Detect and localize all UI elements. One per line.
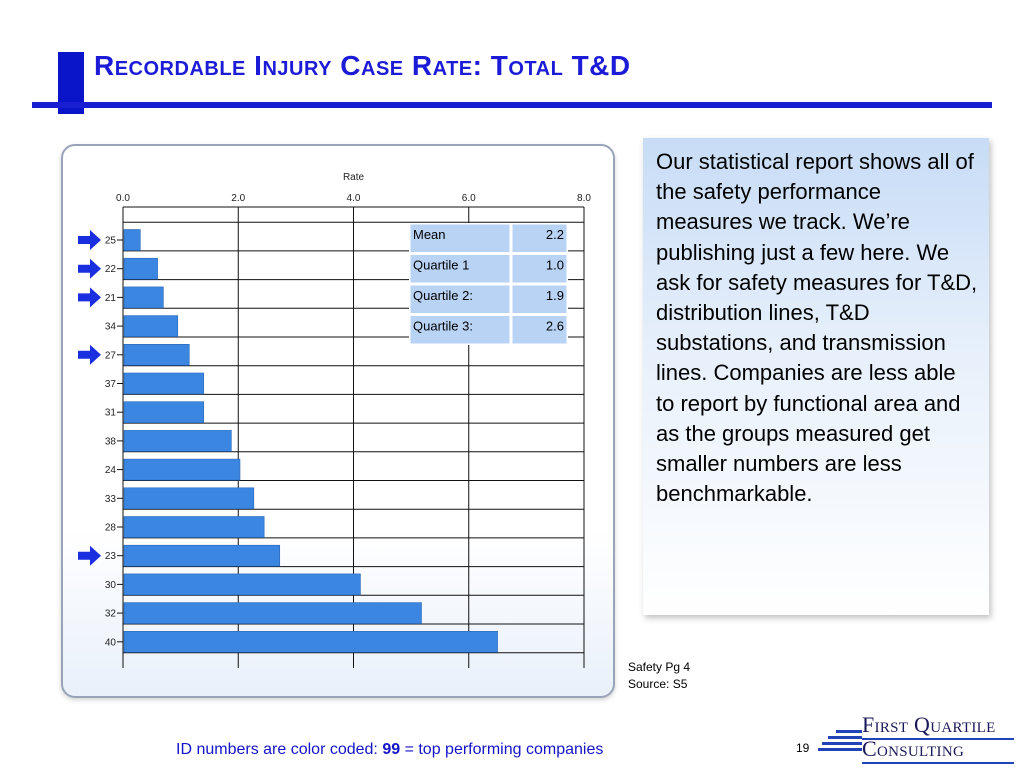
highlight-arrow-icon	[78, 545, 101, 566]
bar-34	[123, 315, 179, 337]
safety-page-note: Safety Pg 4	[628, 660, 691, 674]
footer-legend: ID numbers are color coded: 99 = top per…	[176, 741, 603, 759]
bar-30	[123, 573, 361, 596]
x-tick-label: 8.0	[577, 193, 591, 204]
y-tick-label: 38	[105, 436, 117, 447]
stats-label-cell	[409, 254, 511, 284]
y-tick-label: 27	[105, 350, 117, 361]
x-tick-label: 0.0	[116, 193, 130, 204]
stats-label: Quartile 1	[413, 258, 469, 273]
slide-title: Recordable Injury Case Rate: Total T&D	[94, 50, 631, 81]
highlight-arrow-icon	[78, 287, 101, 308]
stats-value-cell	[511, 315, 568, 345]
y-tick-label: 34	[105, 322, 117, 333]
bar-22	[123, 257, 158, 280]
stats-label: Mean	[413, 227, 446, 242]
footer-prefix: ID numbers are color coded:	[176, 741, 383, 758]
page-number: 19	[796, 741, 810, 755]
bar-24	[123, 458, 241, 481]
y-tick-label: 22	[105, 264, 117, 275]
y-tick-label: 31	[105, 408, 117, 419]
y-tick-label: 21	[105, 293, 117, 304]
y-tick-label: 25	[105, 236, 117, 247]
bar-32	[123, 602, 422, 624]
footer-suffix: = top performing companies	[400, 741, 604, 758]
stats-label-cell	[409, 284, 511, 314]
company-logo: First Quartile Consulting	[818, 712, 1022, 764]
x-tick-label: 4.0	[347, 193, 361, 204]
y-tick-label: 28	[105, 523, 117, 534]
stats-value: 2.6	[546, 319, 564, 334]
title-underline	[32, 102, 992, 108]
description-text: Our statistical report shows all of the …	[656, 149, 978, 507]
bar-23	[123, 544, 281, 567]
highlight-arrow-icon	[78, 258, 101, 279]
stats-label: Quartile 2:	[413, 288, 473, 303]
bar-chart: Rate 0.0 2.0 4.0 6.0 8.0 25 22 21 34 27 37 31 38 24 33 2…	[78, 172, 591, 668]
bar-37	[123, 372, 204, 395]
y-tick-label: 32	[105, 609, 117, 620]
x-tick-label: 2.0	[231, 193, 245, 204]
y-tick-label: 23	[105, 551, 117, 562]
source-note: Source: S5	[628, 677, 688, 691]
y-tick-label: 40	[105, 637, 117, 648]
bar-27	[123, 343, 190, 366]
x-tick-label: 6.0	[462, 193, 476, 204]
logo-lines-icon	[818, 712, 1014, 764]
bar-28	[123, 516, 265, 538]
description-box: Our statistical report shows all of the …	[643, 138, 989, 615]
stats-value: 1.9	[546, 288, 564, 303]
stats-value: 2.2	[546, 227, 564, 242]
stats-label-cell	[409, 223, 511, 253]
logo-text-line2: Consulting	[862, 736, 965, 761]
y-tick-label: 37	[105, 379, 117, 390]
stats-value-cell	[511, 284, 568, 314]
footer-bold-number: 99	[382, 741, 401, 758]
highlight-arrow-icon	[78, 230, 101, 250]
stats-value: 1.0	[546, 258, 564, 273]
stats-label-cell	[409, 315, 511, 345]
y-tick-label: 24	[105, 465, 117, 476]
stats-value-cell	[511, 254, 568, 284]
bar-38	[123, 430, 232, 452]
x-axis-title: Rate	[343, 172, 365, 183]
stats-label: Quartile 3:	[413, 319, 473, 334]
y-tick-label: 33	[105, 494, 117, 505]
highlight-arrow-icon	[78, 344, 101, 365]
bar-40	[123, 630, 498, 653]
bar-21	[123, 286, 164, 309]
bar-33	[123, 487, 255, 510]
bar-31	[123, 401, 204, 424]
stats-value-cell	[511, 223, 568, 253]
y-tick-label: 30	[105, 580, 117, 591]
bar-25	[123, 229, 141, 251]
logo-text-line1: First Quartile	[862, 712, 996, 737]
